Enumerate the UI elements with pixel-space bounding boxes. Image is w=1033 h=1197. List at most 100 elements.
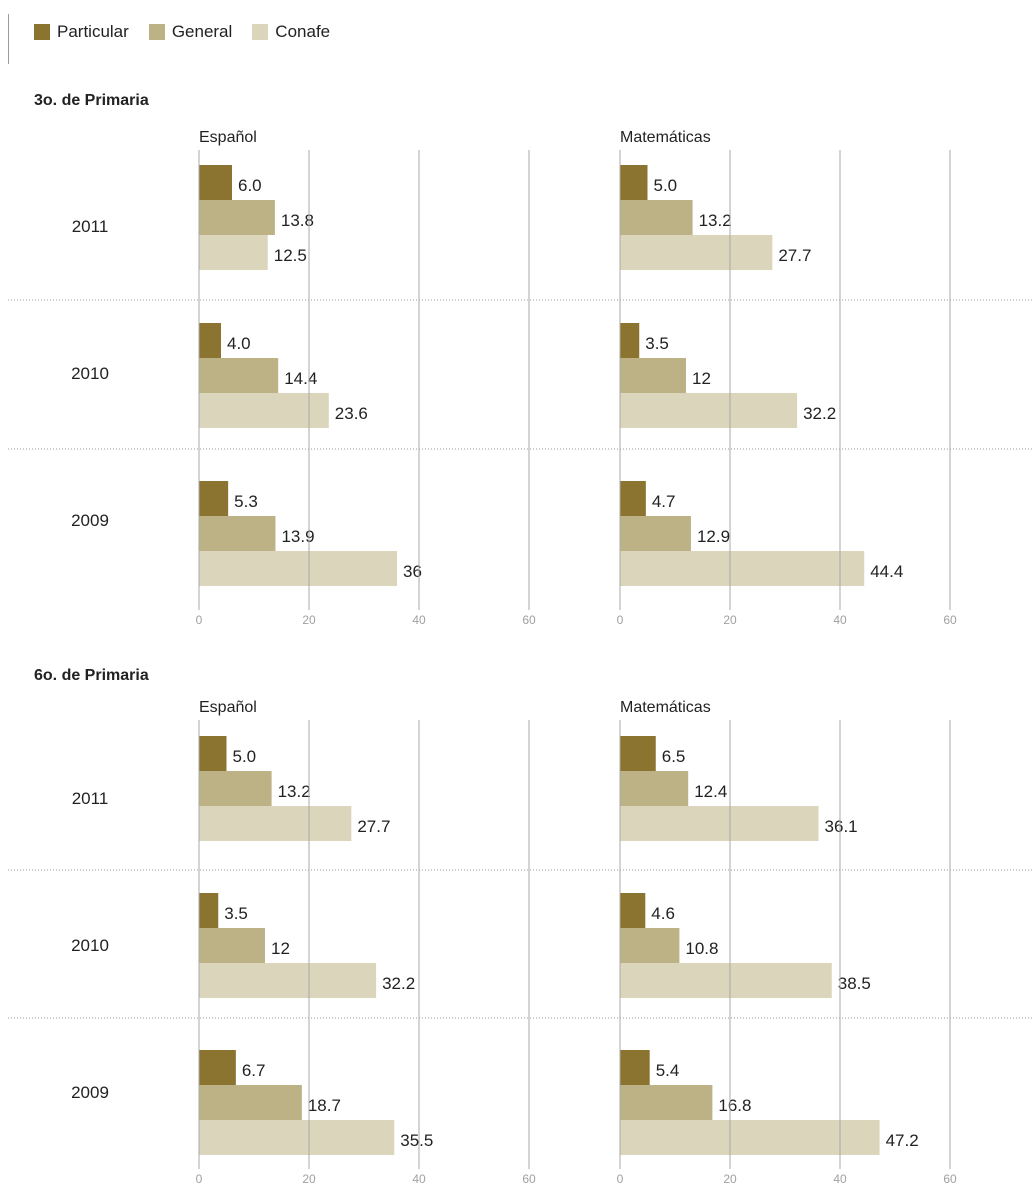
bar-particular <box>620 165 648 200</box>
tick-label: 60 <box>943 1172 957 1186</box>
data-label: 13.9 <box>281 527 314 546</box>
data-label: 5.0 <box>654 176 678 195</box>
tick-label: 60 <box>522 1172 536 1186</box>
tick-label: 0 <box>196 613 203 627</box>
legend-item-conafe: Conafe <box>252 22 330 42</box>
bar-general <box>620 771 689 806</box>
tick-label: 40 <box>833 1172 847 1186</box>
tick-label: 20 <box>302 613 316 627</box>
tick-label: 40 <box>412 1172 426 1186</box>
bar-general <box>620 200 693 235</box>
data-label: 47.2 <box>886 1131 919 1150</box>
data-label: 32.2 <box>803 404 836 423</box>
bar-conafe <box>620 551 865 586</box>
data-label: 3.5 <box>645 334 669 353</box>
data-label: 27.7 <box>778 246 811 265</box>
legend-swatch-general <box>148 24 165 40</box>
bar-conafe <box>620 963 832 998</box>
bar-conafe <box>199 393 329 428</box>
bar-general <box>199 771 272 806</box>
data-label: 36.1 <box>825 817 858 836</box>
bar-general <box>620 1085 713 1120</box>
section-title-3o: 3o. de Primaria <box>34 92 149 109</box>
data-label: 6.5 <box>662 747 686 766</box>
bar-particular <box>199 736 227 771</box>
data-label: 13.2 <box>278 782 311 801</box>
year-label: 2010 <box>71 364 109 383</box>
bar-conafe <box>620 1120 880 1155</box>
bar-particular <box>199 165 232 200</box>
legend-label-general: General <box>171 22 233 41</box>
data-label: 4.0 <box>227 334 251 353</box>
data-label: 14.4 <box>284 369 317 388</box>
data-label: 13.2 <box>699 211 732 230</box>
bar-conafe <box>199 551 397 586</box>
year-label: 2009 <box>71 1083 109 1102</box>
tick-label: 20 <box>723 1172 737 1186</box>
tick-label: 60 <box>522 613 536 627</box>
bar-particular <box>199 323 221 358</box>
tick-label: 20 <box>723 613 737 627</box>
bar-general <box>199 1085 302 1120</box>
legend-item-particular: Particular <box>34 22 129 42</box>
data-label: 18.7 <box>308 1096 341 1115</box>
data-label: 38.5 <box>838 974 871 993</box>
tick-label: 40 <box>412 613 426 627</box>
bar-general <box>199 200 275 235</box>
legend: Particular General Conafe <box>34 22 350 42</box>
bar-general <box>199 516 276 551</box>
legend-label-conafe: Conafe <box>275 22 331 41</box>
data-label: 12 <box>271 939 290 958</box>
bar-particular <box>199 481 229 516</box>
bar-general <box>199 928 265 963</box>
bar-general <box>620 516 691 551</box>
bar-conafe <box>620 235 773 270</box>
data-label: 10.8 <box>685 939 718 958</box>
tick-label: 40 <box>833 613 847 627</box>
data-label: 12.5 <box>274 246 307 265</box>
data-label: 35.5 <box>400 1131 433 1150</box>
data-label: 12.4 <box>694 782 727 801</box>
bar-general <box>199 358 279 393</box>
bar-conafe <box>199 1120 395 1155</box>
bar-particular <box>199 893 219 928</box>
data-label: 5.4 <box>656 1061 680 1080</box>
bar-general <box>620 358 686 393</box>
legend-swatch-particular <box>34 24 50 40</box>
tick-label: 0 <box>196 1172 203 1186</box>
data-label: 12 <box>692 369 711 388</box>
bar-conafe <box>199 806 352 841</box>
chart-subtitle: Español <box>199 699 257 716</box>
year-label: 2011 <box>72 789 109 808</box>
data-label: 44.4 <box>870 562 903 581</box>
legend-divider <box>8 14 9 64</box>
bar-particular <box>620 323 640 358</box>
bar-particular <box>199 1050 236 1085</box>
data-label: 4.6 <box>651 904 675 923</box>
data-label: 36 <box>403 562 422 581</box>
data-label: 32.2 <box>382 974 415 993</box>
bar-particular <box>620 481 646 516</box>
tick-label: 20 <box>302 1172 316 1186</box>
year-label: 2011 <box>72 217 109 236</box>
legend-label-particular: Particular <box>57 22 129 41</box>
tick-label: 0 <box>617 1172 624 1186</box>
data-label: 12.9 <box>697 527 730 546</box>
data-label: 6.0 <box>238 176 262 195</box>
bar-conafe <box>199 235 268 270</box>
bar-conafe <box>620 806 819 841</box>
legend-item-general: General <box>148 22 233 42</box>
data-label: 23.6 <box>335 404 368 423</box>
bar-particular <box>620 893 646 928</box>
section-title-6o: 6o. de Primaria <box>34 667 149 684</box>
chart-subtitle: Matemáticas <box>620 699 711 716</box>
year-label: 2009 <box>71 511 109 530</box>
data-label: 27.7 <box>357 817 390 836</box>
data-label: 4.7 <box>652 492 676 511</box>
bar-particular <box>620 736 656 771</box>
data-label: 5.0 <box>233 747 257 766</box>
data-label: 16.8 <box>718 1096 751 1115</box>
year-label: 2010 <box>71 936 109 955</box>
legend-swatch-conafe <box>252 24 269 40</box>
